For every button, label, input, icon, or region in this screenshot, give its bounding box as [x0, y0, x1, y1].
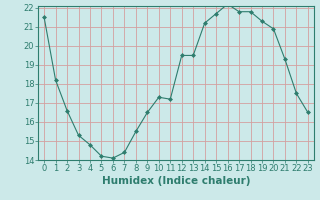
X-axis label: Humidex (Indice chaleur): Humidex (Indice chaleur) [102, 176, 250, 186]
